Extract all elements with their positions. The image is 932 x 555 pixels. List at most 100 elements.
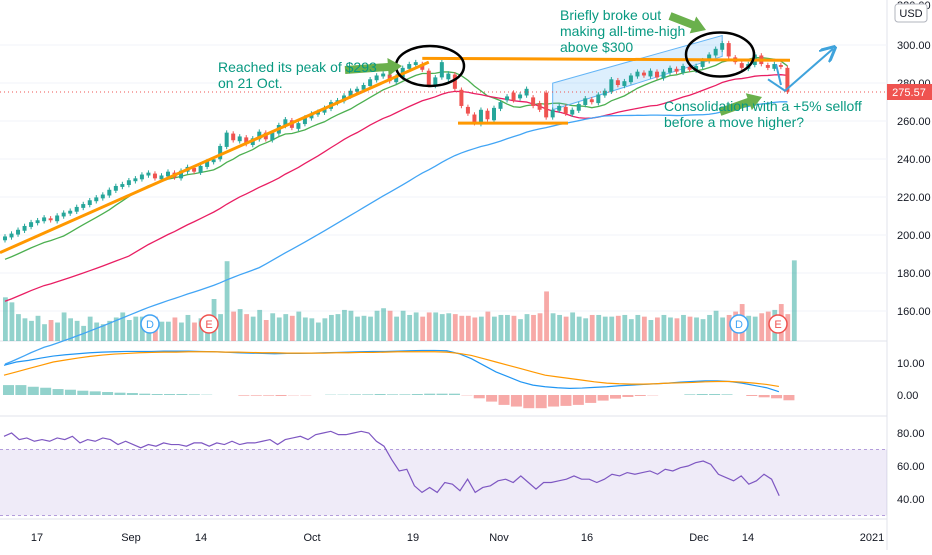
candle[interactable] [62, 213, 66, 217]
candle[interactable] [127, 180, 131, 185]
candle[interactable] [675, 69, 679, 72]
currency-button[interactable]: USD [895, 4, 927, 22]
event-marker-e[interactable]: E [769, 315, 787, 333]
candle[interactable] [622, 81, 626, 86]
candle[interactable] [609, 79, 613, 91]
candle[interactable] [720, 43, 724, 50]
candle[interactable] [590, 99, 594, 102]
candle[interactable] [166, 172, 170, 177]
candle[interactable] [75, 207, 79, 212]
candle[interactable] [577, 104, 581, 111]
candle[interactable] [668, 68, 672, 73]
candle[interactable] [642, 73, 646, 76]
candle[interactable] [36, 220, 40, 223]
candle[interactable] [23, 226, 27, 231]
candle[interactable] [740, 63, 744, 68]
candle[interactable] [512, 93, 516, 101]
candle[interactable] [557, 106, 561, 111]
macd-histogram-bar [560, 395, 571, 406]
candle[interactable] [225, 133, 229, 147]
candle[interactable] [596, 95, 600, 104]
candle[interactable] [446, 74, 450, 80]
candle[interactable] [714, 49, 718, 56]
candle[interactable] [375, 75, 379, 80]
candle[interactable] [603, 91, 607, 96]
candle[interactable] [635, 72, 639, 77]
x-tick-label: 19 [407, 532, 419, 544]
candle[interactable] [427, 71, 431, 85]
candle[interactable] [68, 211, 72, 214]
candle[interactable] [544, 93, 548, 118]
macd-histogram-bar [102, 392, 113, 395]
candle[interactable] [779, 65, 783, 67]
candle[interactable] [29, 222, 33, 227]
candle[interactable] [146, 173, 150, 176]
candle[interactable] [107, 190, 111, 196]
candle[interactable] [681, 66, 685, 73]
candle[interactable] [414, 62, 418, 65]
volume-bar [675, 318, 680, 341]
candle[interactable] [616, 80, 620, 85]
candle[interactable] [94, 197, 98, 201]
candle[interactable] [440, 62, 444, 77]
candle[interactable] [10, 234, 14, 238]
annotation-peak-line: on 21 Oct. [218, 75, 283, 91]
event-marker-d[interactable]: D [141, 315, 159, 333]
candle[interactable] [88, 200, 92, 205]
candle[interactable] [485, 111, 489, 120]
event-marker-e[interactable]: E [200, 315, 218, 333]
volume-bar [407, 315, 412, 341]
candle[interactable] [140, 175, 144, 180]
candle[interactable] [153, 174, 157, 179]
candle[interactable] [648, 71, 652, 77]
event-marker-d[interactable]: D [730, 315, 748, 333]
candle[interactable] [42, 217, 46, 221]
candle[interactable] [3, 236, 7, 240]
candle[interactable] [296, 123, 300, 129]
candle[interactable] [518, 95, 522, 99]
candle[interactable] [55, 215, 59, 221]
volume-bar [336, 314, 341, 341]
candle[interactable] [662, 72, 666, 79]
macd-histogram-bar [28, 387, 39, 395]
candle[interactable] [238, 136, 242, 141]
candle[interactable] [499, 102, 503, 109]
macd-histogram-bar [424, 394, 435, 395]
candle[interactable] [101, 195, 105, 199]
candle[interactable] [629, 75, 633, 82]
macd-histogram-bar [65, 390, 76, 395]
candle[interactable] [355, 89, 359, 92]
candle[interactable] [531, 97, 535, 106]
candle[interactable] [16, 230, 20, 235]
candle[interactable] [492, 108, 496, 120]
candle[interactable] [114, 186, 118, 191]
macd-histogram-bar [622, 395, 633, 397]
candle[interactable] [120, 184, 124, 187]
candle[interactable] [133, 178, 137, 181]
candle[interactable] [368, 79, 372, 86]
candle[interactable] [231, 134, 235, 141]
candle[interactable] [466, 107, 470, 114]
candle[interactable] [655, 72, 659, 78]
candle[interactable] [570, 110, 574, 115]
candle[interactable] [505, 96, 509, 100]
annotation-consolidation-line: Consolidation with a +5% selloff [664, 98, 862, 114]
candle[interactable] [551, 110, 555, 118]
macd-histogram-bar [635, 395, 646, 396]
candle[interactable] [381, 74, 385, 77]
macd-histogram-bar [251, 395, 262, 396]
candle[interactable] [49, 218, 53, 220]
volume-bar [792, 260, 797, 341]
candle[interactable] [564, 107, 568, 114]
candle[interactable] [583, 98, 587, 105]
candle[interactable] [81, 204, 85, 208]
candle[interactable] [538, 103, 542, 110]
volume-bar [94, 323, 99, 341]
candle[interactable] [766, 65, 770, 68]
candle[interactable] [407, 64, 411, 69]
candle[interactable] [727, 43, 731, 56]
candle[interactable] [199, 166, 203, 173]
volume-bar [127, 320, 132, 341]
